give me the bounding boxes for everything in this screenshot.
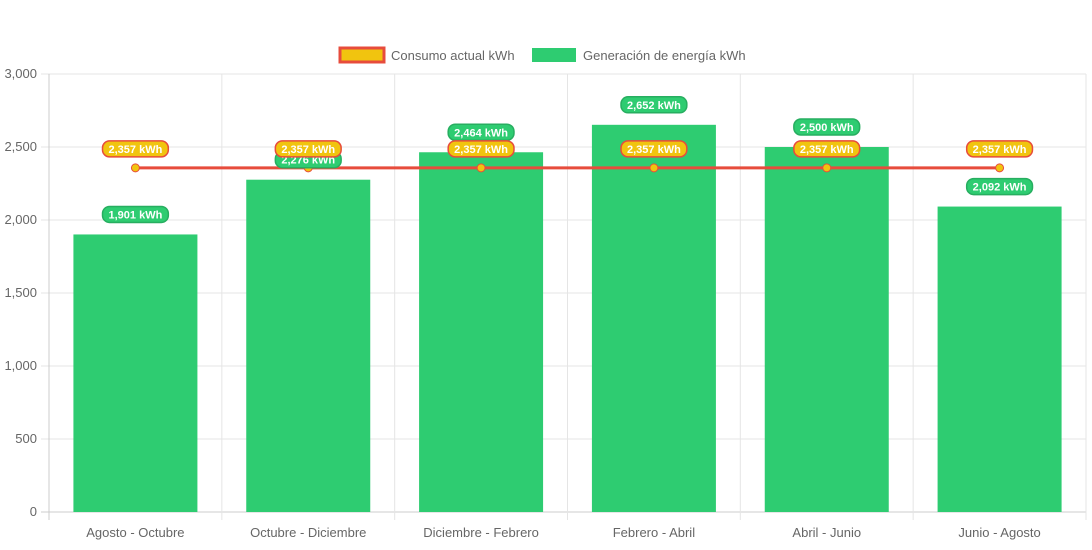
y-tick-label: 3,000: [4, 66, 37, 81]
y-tick-label: 1,500: [4, 285, 37, 300]
bar: [591, 124, 716, 513]
bar-data-label: 2,092 kWh: [973, 182, 1027, 194]
line-data-label: 2,357 kWh: [800, 144, 854, 156]
consumption-point: [130, 163, 140, 173]
x-tick-label: Diciembre - Febrero: [423, 525, 539, 540]
bar-data-label-bg: [101, 205, 170, 224]
bar: [419, 152, 544, 513]
bar-data-label: 2,276 kWh: [281, 155, 335, 167]
bar-data-label-bg: [620, 96, 688, 114]
consumption-point: [995, 163, 1005, 173]
bar-data-label: 1,901 kWh: [109, 209, 163, 221]
x-tick-label: Agosto - Octubre: [86, 525, 184, 540]
x-tick-label: Octubre - Diciembre: [250, 525, 366, 540]
x-tick-label: Junio - Agosto: [958, 525, 1040, 540]
bar-data-label-bg: [793, 118, 861, 136]
bar: [764, 147, 889, 512]
y-tick-label: 0: [30, 504, 37, 519]
x-tick-label: Febrero - Abril: [613, 525, 695, 540]
consumption-point: [822, 163, 832, 173]
bar: [937, 206, 1062, 512]
consumption-point: [476, 163, 486, 173]
bar-data-label: 2,652 kWh: [627, 100, 681, 112]
y-tick-label: 2,000: [4, 212, 37, 227]
y-tick-label: 500: [15, 431, 37, 446]
bar-data-label: 2,464 kWh: [454, 127, 508, 139]
line-data-label-bg: [965, 140, 1034, 158]
line-data-label-bg: [274, 140, 342, 158]
line-data-label: 2,357 kWh: [973, 144, 1027, 156]
bar-data-label: 2,500 kWh: [800, 122, 854, 134]
line-data-label-bg: [620, 140, 688, 158]
y-tick-label: 1,000: [4, 358, 37, 373]
line-data-label: 2,357 kWh: [454, 144, 508, 156]
line-data-label: 2,357 kWh: [109, 144, 163, 156]
bar-data-label-bg: [965, 177, 1034, 196]
legend-label-consumo: Consumo actual kWh: [391, 48, 515, 63]
legend-swatch-consumo: [338, 46, 386, 64]
bar: [73, 234, 198, 513]
x-tick-label: Abril - Junio: [792, 525, 861, 540]
line-data-label-bg: [101, 140, 170, 158]
line-data-label: 2,357 kWh: [281, 144, 335, 156]
line-data-label-bg: [447, 140, 515, 158]
legend-label-generacion: Generación de energía kWh: [583, 48, 746, 63]
y-tick-label: 2,500: [4, 139, 37, 154]
line-data-label: 2,357 kWh: [627, 144, 681, 156]
line-data-label-bg: [793, 140, 861, 158]
bar: [246, 179, 371, 513]
legend-swatch-generacion: [532, 48, 576, 62]
consumption-point: [649, 163, 659, 173]
